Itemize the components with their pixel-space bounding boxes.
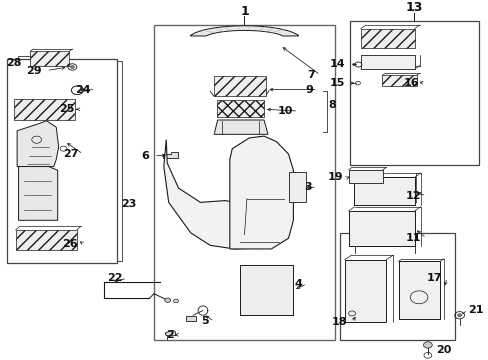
Bar (353, 177, 414, 205)
Text: 24: 24 (75, 85, 90, 95)
Bar (30, 51, 69, 66)
Polygon shape (19, 167, 58, 220)
Text: 7: 7 (307, 70, 315, 80)
Text: 19: 19 (327, 172, 343, 182)
Text: 11: 11 (405, 233, 421, 243)
Bar (398, 261, 439, 319)
Polygon shape (190, 26, 298, 36)
Text: 2: 2 (165, 330, 173, 340)
Circle shape (70, 66, 74, 68)
Bar (348, 211, 414, 246)
Polygon shape (17, 121, 59, 167)
Circle shape (164, 298, 170, 302)
Bar (339, 233, 454, 340)
Text: 5: 5 (201, 316, 209, 326)
Text: 14: 14 (329, 59, 345, 69)
Text: 22: 22 (106, 273, 122, 283)
Polygon shape (165, 330, 176, 336)
Text: 17: 17 (426, 273, 442, 283)
Circle shape (423, 342, 431, 348)
Bar (360, 55, 414, 69)
Circle shape (457, 314, 461, 317)
Bar (16, 230, 77, 250)
Bar (382, 75, 416, 86)
Polygon shape (214, 120, 267, 134)
Text: 26: 26 (62, 239, 78, 249)
Bar (349, 22, 478, 165)
Text: 4: 4 (294, 279, 302, 289)
Text: 12: 12 (405, 191, 421, 201)
Polygon shape (163, 152, 178, 158)
Bar (14, 99, 75, 120)
Text: 21: 21 (468, 305, 483, 315)
Text: 9: 9 (305, 85, 312, 95)
Text: 13: 13 (405, 1, 422, 14)
Circle shape (173, 299, 178, 303)
Text: 28: 28 (6, 58, 21, 68)
Text: 23: 23 (121, 199, 136, 209)
Bar (217, 100, 263, 117)
Bar (154, 25, 334, 340)
Text: 8: 8 (328, 100, 336, 110)
Polygon shape (229, 136, 293, 249)
Text: 27: 27 (62, 149, 78, 159)
Bar (348, 170, 382, 183)
Text: 6: 6 (141, 151, 149, 161)
Text: 10: 10 (278, 106, 293, 116)
Bar (239, 265, 293, 315)
Text: 15: 15 (329, 78, 345, 88)
Polygon shape (163, 140, 266, 249)
Polygon shape (186, 316, 195, 321)
Bar (344, 260, 386, 323)
Text: 3: 3 (304, 183, 311, 192)
Bar (7, 59, 117, 263)
Bar (288, 172, 305, 202)
Bar (360, 29, 414, 48)
Bar (214, 76, 265, 96)
Text: 16: 16 (403, 78, 419, 88)
Text: 29: 29 (26, 66, 41, 76)
Text: 18: 18 (331, 318, 346, 327)
Text: 1: 1 (240, 5, 248, 18)
Text: 20: 20 (435, 345, 450, 355)
Text: 25: 25 (60, 104, 75, 114)
